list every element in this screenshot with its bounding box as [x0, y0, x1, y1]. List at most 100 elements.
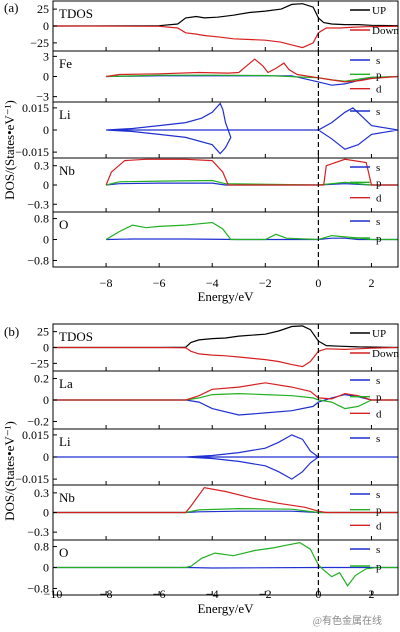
series-line-p — [105, 179, 398, 186]
x-tick-label: 2 — [368, 587, 374, 601]
legend-label: Down — [372, 348, 399, 360]
y-tick-label: 0 — [43, 178, 49, 192]
y-tick-label: 0.2 — [34, 372, 49, 386]
series-line-p — [53, 392, 398, 410]
legend-label: p — [376, 69, 382, 81]
y-axis-label: DOS/(States•eV⁻¹) — [2, 100, 17, 200]
x-axis-label: Energy/eV — [197, 289, 254, 304]
subplot-name: Li — [59, 434, 71, 449]
y-tick-label: 0.8 — [34, 212, 49, 226]
x-tick-label: −6 — [153, 276, 166, 290]
series-line-p — [53, 541, 398, 587]
y-tick-label: −3 — [36, 90, 49, 104]
series-group — [105, 158, 398, 186]
y-tick-label: 0.3 — [34, 486, 49, 500]
x-tick-label: −4 — [206, 276, 219, 290]
subplot-name: O — [59, 217, 68, 232]
y-tick-label: 0.8 — [34, 540, 49, 554]
legend-label: p — [376, 177, 382, 189]
subplot-o: 0.8 0 −0.8 O sp — [27, 539, 399, 596]
series-line-d — [53, 486, 398, 514]
series-group — [106, 102, 398, 155]
figure-a: (a) DOS/(States•eV⁻¹) 25 0 −25 TDOS UP Down 3 0 −3… — [2, 0, 399, 304]
y-tick-label: 0.015 — [22, 428, 49, 442]
legend-label: UP — [372, 5, 386, 17]
x-tick-label: −10 — [44, 587, 63, 601]
series-group — [53, 541, 398, 587]
series-line-s — [106, 102, 398, 155]
y-tick-label: 0 — [43, 19, 49, 33]
y-tick-label: 0 — [43, 506, 49, 520]
series-group — [53, 434, 398, 480]
series-group — [53, 382, 398, 416]
series-line-up — [53, 3, 398, 27]
y-tick-label: 0 — [43, 123, 49, 137]
x-tick-label: −8 — [100, 276, 113, 290]
y-tick-label: 0 — [43, 450, 49, 464]
series-line-up — [53, 325, 398, 349]
series-line-down — [53, 346, 398, 368]
y-tick-label: −0.2 — [27, 414, 49, 428]
y-tick-label: −25 — [30, 36, 49, 50]
series-line-s — [53, 393, 398, 416]
y-tick-label: 3 — [43, 49, 49, 63]
x-tick-label: 0 — [315, 587, 321, 601]
y-tick-label: 25 — [37, 2, 49, 16]
legend-label: p — [376, 233, 382, 245]
x-axis-label: Energy/eV — [197, 601, 254, 616]
y-tick-label: 0 — [43, 561, 49, 575]
subplot-name: Li — [59, 107, 71, 122]
x-tick-label: −2 — [259, 276, 272, 290]
series-line-s — [53, 434, 398, 480]
subplot-name: TDOS — [59, 329, 93, 344]
x-tick-label: −6 — [153, 587, 166, 601]
subplot-name: La — [59, 376, 73, 391]
series-group — [53, 486, 398, 514]
subplot-name: O — [59, 545, 68, 560]
x-tick-label: −8 — [100, 587, 113, 601]
subplot-nb: 0.3 0 −0.3 Nb spd — [27, 157, 399, 213]
series-line-d — [53, 382, 398, 401]
subplot-frame — [52, 50, 399, 103]
series-group — [53, 325, 398, 368]
panel-label: (b) — [4, 324, 19, 339]
subplot-name: Fe — [59, 56, 72, 71]
y-tick-label: 0 — [43, 233, 49, 247]
x-tick-label: −2 — [259, 587, 272, 601]
panel-label: (a) — [4, 0, 18, 15]
y-tick-label: −0.3 — [27, 525, 49, 539]
subplot-li: 0.015 0 −0.015 Li s — [15, 101, 399, 159]
y-tick-label: 0 — [43, 70, 49, 84]
x-tick-label: −4 — [206, 587, 219, 601]
y-tick-label: −0.015 — [15, 145, 49, 159]
legend-label: p — [376, 561, 382, 573]
y-tick-label: −0.3 — [27, 197, 49, 211]
legend-label: s — [376, 162, 380, 174]
legend-label: d — [376, 408, 382, 420]
legend-label: UP — [372, 328, 386, 340]
legend-label: s — [376, 55, 380, 67]
legend-label: s — [376, 216, 380, 228]
subplot-name: Nb — [59, 490, 75, 505]
series-line-d — [106, 58, 398, 83]
x-tick-label: 0 — [315, 276, 321, 290]
x-tick-label: 2 — [368, 276, 374, 290]
y-tick-label: −0.8 — [27, 581, 49, 595]
legend-label: s — [376, 106, 380, 118]
legend-label: s — [376, 489, 380, 501]
y-tick-label: −25 — [30, 356, 49, 370]
series-group — [53, 3, 398, 49]
subplot-li: 0.015 0 −0.015 Li s — [15, 428, 399, 486]
legend-label: p — [376, 505, 382, 517]
legend-label: p — [376, 392, 382, 404]
legend-label: s — [376, 433, 380, 445]
series-line-d — [105, 158, 398, 186]
subplot-name: Nb — [59, 163, 75, 178]
subplot-nb: 0.3 0 −0.3 Nb spd — [27, 484, 399, 541]
y-tick-label: 0 — [43, 341, 49, 355]
y-tick-label: −0.015 — [15, 472, 49, 486]
